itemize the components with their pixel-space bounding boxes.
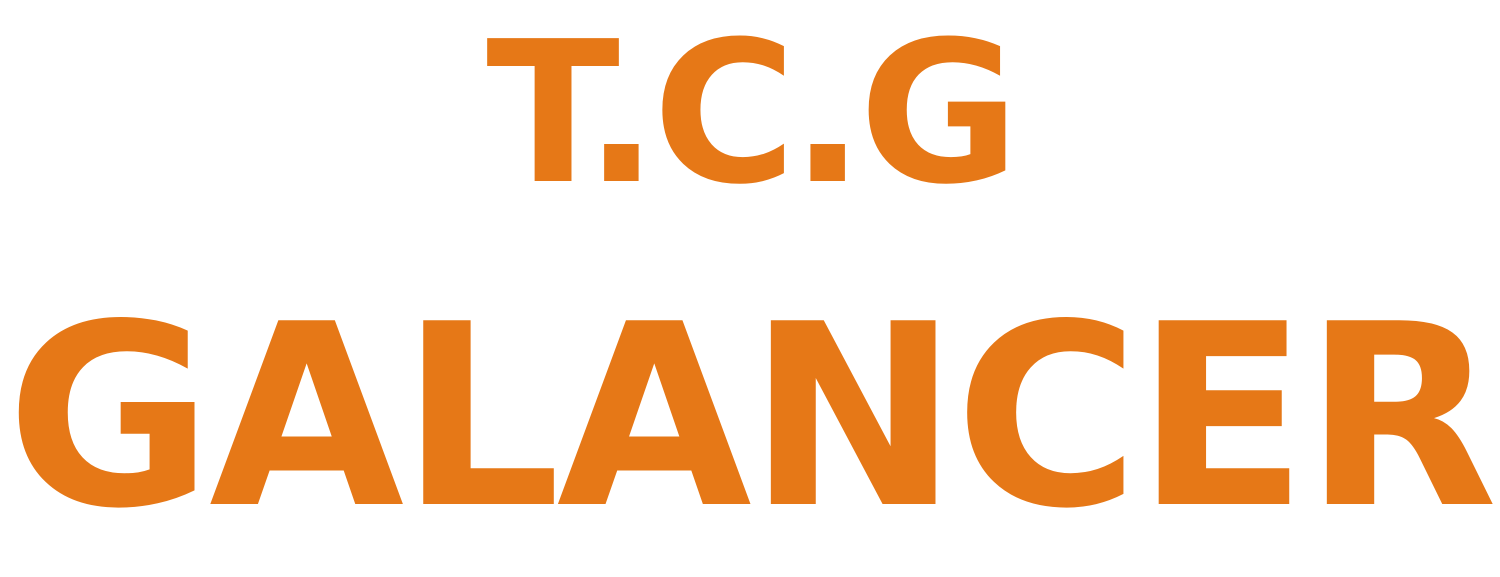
logo-line-1: T.C.G: [486, 0, 1020, 228]
logo-line-2: GALANCER: [6, 271, 1498, 564]
